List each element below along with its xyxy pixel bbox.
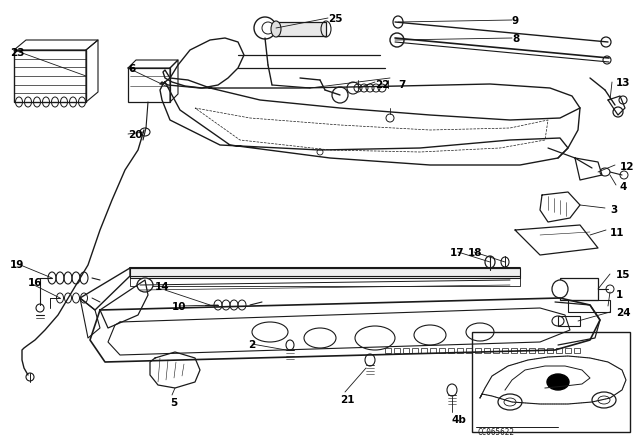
Text: 8: 8: [512, 34, 519, 44]
Text: 20: 20: [128, 130, 143, 140]
Bar: [457, 348, 463, 353]
Bar: [394, 348, 400, 353]
Bar: [130, 268, 520, 278]
Text: 18: 18: [468, 248, 483, 258]
Bar: [439, 348, 445, 353]
Text: 3: 3: [610, 205, 617, 215]
Text: 9: 9: [512, 16, 519, 26]
Bar: [568, 300, 610, 312]
Bar: [565, 348, 571, 353]
Bar: [529, 348, 535, 353]
Text: 5: 5: [170, 398, 177, 408]
Ellipse shape: [592, 392, 616, 408]
Text: 24: 24: [616, 308, 630, 318]
Ellipse shape: [271, 21, 281, 37]
Text: 15: 15: [616, 270, 630, 280]
Text: 16: 16: [28, 278, 42, 288]
Text: 17: 17: [450, 248, 465, 258]
Text: 11: 11: [610, 228, 625, 238]
Bar: [276, 22, 326, 36]
Text: 12: 12: [620, 162, 634, 172]
Bar: [421, 348, 427, 353]
Text: 4b: 4b: [452, 415, 467, 425]
Bar: [128, 68, 170, 102]
Text: 4: 4: [620, 182, 627, 192]
Bar: [574, 348, 580, 353]
Bar: [430, 348, 436, 353]
Bar: [520, 348, 526, 353]
Text: 21: 21: [340, 395, 355, 405]
Text: 13: 13: [616, 78, 630, 88]
Bar: [547, 348, 553, 353]
Bar: [14, 50, 86, 102]
Bar: [560, 278, 598, 300]
Bar: [403, 348, 409, 353]
Ellipse shape: [390, 33, 404, 47]
Bar: [502, 348, 508, 353]
Bar: [538, 348, 544, 353]
Bar: [511, 348, 517, 353]
Text: 7: 7: [398, 80, 405, 90]
Bar: [448, 348, 454, 353]
Text: 23: 23: [10, 48, 24, 58]
Text: 6: 6: [128, 64, 135, 74]
Bar: [472, 332, 630, 432]
Bar: [412, 348, 418, 353]
Bar: [130, 278, 520, 286]
Text: 10: 10: [172, 302, 186, 312]
Bar: [466, 348, 472, 353]
Ellipse shape: [393, 16, 403, 28]
Text: 25: 25: [328, 14, 342, 24]
Text: 14: 14: [155, 282, 170, 292]
Bar: [484, 348, 490, 353]
Ellipse shape: [485, 256, 495, 268]
Bar: [385, 348, 391, 353]
Ellipse shape: [501, 257, 509, 267]
Text: 1: 1: [616, 290, 623, 300]
Bar: [556, 348, 562, 353]
Ellipse shape: [552, 280, 568, 298]
Text: CC065622: CC065622: [478, 428, 515, 437]
Text: 2: 2: [248, 340, 255, 350]
Bar: [558, 316, 580, 326]
Ellipse shape: [498, 394, 522, 410]
Ellipse shape: [547, 374, 569, 390]
Ellipse shape: [36, 304, 44, 312]
Bar: [475, 348, 481, 353]
Bar: [493, 348, 499, 353]
Ellipse shape: [137, 278, 153, 292]
Text: 19: 19: [10, 260, 24, 270]
Text: 22: 22: [375, 80, 390, 90]
